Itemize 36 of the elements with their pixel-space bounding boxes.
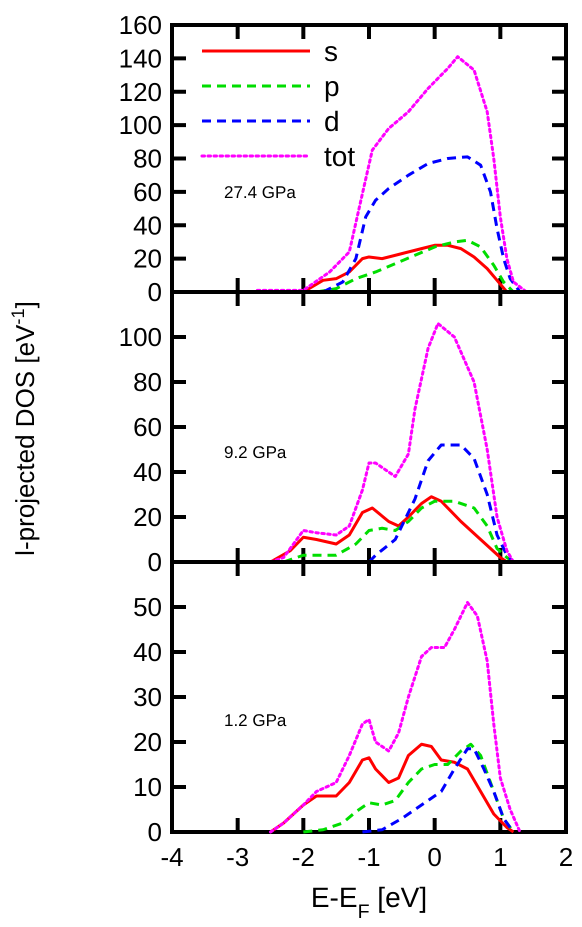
y-tick-label: 10 <box>133 772 162 802</box>
annotation: 1.2 GPa <box>224 711 287 730</box>
y-tick-label: 20 <box>133 244 162 274</box>
x-tick-label: 1 <box>493 842 508 872</box>
legend-label: d <box>324 106 340 137</box>
y-tick-label: 30 <box>133 682 162 712</box>
x-tick-label: -3 <box>226 842 250 872</box>
y-tick-label: 140 <box>118 43 162 74</box>
y-tick-label: 160 <box>118 10 162 40</box>
x-tick-label: 2 <box>558 842 574 872</box>
legend-label: s <box>324 36 338 67</box>
y-tick-label: 120 <box>118 76 162 107</box>
y-tick-label: 80 <box>133 144 162 174</box>
annotation: 27.4 GPa <box>224 183 296 202</box>
y-tick-label: 40 <box>133 210 162 240</box>
y-tick-label: 40 <box>133 457 162 487</box>
y-tick-label: 100 <box>118 110 162 140</box>
x-tick-label: -4 <box>160 842 184 872</box>
x-tick-label: -2 <box>292 842 315 872</box>
y-tick-label: 50 <box>133 592 162 622</box>
y-tick-label: 80 <box>133 367 162 397</box>
x-tick-label: -1 <box>357 842 381 872</box>
y-tick-label: 20 <box>133 502 162 532</box>
y-tick-label: 40 <box>133 637 162 667</box>
x-tick-label: 0 <box>427 842 442 872</box>
annotation: 9.2 GPa <box>224 443 287 462</box>
x-axis-title: E-E$_{F}$ [eV] <box>310 882 428 923</box>
y-tick-label: 0 <box>148 547 162 577</box>
y-tick-label: 60 <box>133 176 162 207</box>
y-tick-label: 0 <box>148 277 162 307</box>
y-tick-label: 0 <box>148 817 162 847</box>
legend-label: tot <box>324 141 356 172</box>
legend-label: p <box>324 71 340 102</box>
y-tick-label: 20 <box>133 727 162 757</box>
y-tick-label: 100 <box>118 322 162 352</box>
y-tick-label: 60 <box>133 412 162 442</box>
